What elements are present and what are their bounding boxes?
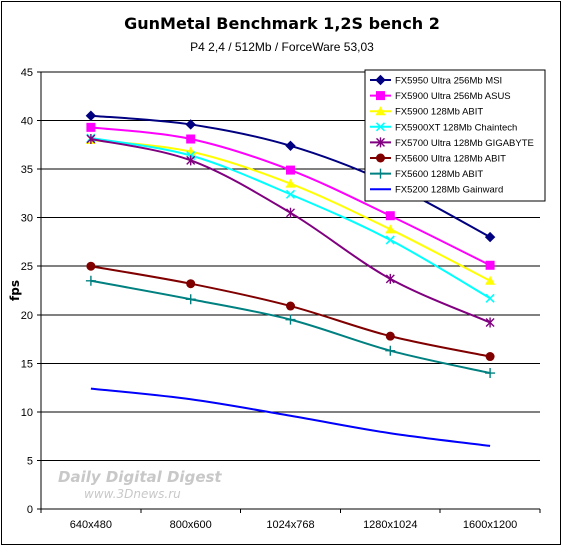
y-tick-labels: 0 5 10 15 20 25 30 35 40 45 [21,67,33,516]
data-point [485,275,496,285]
legend-marker [375,168,386,179]
axes [37,71,541,513]
data-point [86,261,96,271]
y-tick-label: 10 [21,407,33,419]
legend-label: FX5900XT 128Mb Chaintech [395,122,517,133]
y-tick-label: 20 [21,310,33,322]
legend-label: FX5900 Ultra 256Mb ASUS [395,91,511,102]
legend-label: FX5600 128Mb ABIT [395,169,483,180]
y-tick-label: 35 [21,164,33,176]
data-point [485,352,495,362]
legend-entry: FX5600 128Mb ABIT [370,168,483,180]
data-point [86,134,96,145]
y-tick-label: 15 [21,358,33,370]
data-point [286,165,295,175]
y-axis-label: fps [8,280,22,301]
series-6 [86,261,495,362]
x-tick-label: 640x480 [70,519,112,531]
watermark-line-1: Daily Digital Digest [58,468,222,486]
legend-label: FX5700 Ultra 128Mb GIGABYTE [395,138,534,149]
data-point [86,122,96,132]
x-tick-label: 1600x1200 [463,519,517,531]
series-line [90,387,491,447]
y-tick-label: 25 [21,261,33,273]
series-7 [85,275,496,379]
data-point [285,178,296,188]
legend-label: FX5600 Ultra 128Mb ABIT [395,154,506,165]
data-point [186,279,196,289]
legend-box [364,69,546,202]
data-point [385,211,395,221]
y-tick-label: 5 [27,455,33,467]
data-point [385,331,395,341]
data-point [285,189,296,199]
legend-entry: FX5200 128Mb Gainward [370,185,503,196]
data-point [385,224,396,234]
data-point [385,273,395,284]
legend-entry: FX5900 Ultra 256Mb ASUS [370,91,511,102]
y-tick-label: 45 [21,67,33,79]
series-8 [90,387,491,447]
data-point [286,207,295,218]
y-tick-label: 0 [27,504,33,516]
legend-label: FX5950 Ultra 256Mb MSI [395,76,502,87]
x-tick-label: 800x600 [170,519,212,531]
data-point [185,119,196,130]
series-line [90,265,491,358]
legend-marker [376,137,385,148]
legend-entry: FX5900XT 128Mb Chaintech [370,122,517,133]
x-tick-label: 1280x1024 [363,519,417,531]
data-point [85,275,96,286]
y-tick-label: 30 [21,213,33,225]
legend-label: FX5900 128Mb ABIT [395,107,483,118]
y-tick-label: 40 [21,116,33,128]
legend-entry: FX5600 Ultra 128Mb ABIT [370,153,506,165]
legend-label: FX5200 128Mb Gainward [395,185,503,196]
data-point [185,294,196,305]
data-point [485,293,495,303]
watermark-line-2: www.3Dnews.ru [84,487,181,501]
legend-marker [375,74,386,86]
chart-subtitle: P4 2,4 / 512Mb / ForceWare 53,03 [190,40,374,54]
data-point [186,155,196,166]
legend-entry: FX5900 128Mb ABIT [370,106,483,118]
data-point [285,140,296,152]
legend: FX5950 Ultra 256Mb MSI FX5900 Ultra 256Mb… [364,69,546,202]
data-point [285,314,296,325]
series-5 [86,134,495,328]
data-point [485,368,496,379]
data-point [385,345,396,356]
data-point [186,134,196,144]
data-point [485,260,495,270]
legend-entry: FX5950 Ultra 256Mb MSI [370,74,502,87]
data-point [85,110,97,121]
legend-marker [375,122,386,132]
data-point [385,235,395,245]
series-line [90,279,491,375]
data-point [484,231,496,243]
data-point [286,301,295,311]
legend-marker [376,91,385,101]
x-tick-label: 1024x768 [266,519,314,531]
legend-entry: FX5700 Ultra 128Mb GIGABYTE [370,137,534,149]
series-2 [86,122,495,270]
legend-marker [376,153,385,163]
chart-title: GunMetal Benchmark 1,2S bench 2 [124,14,440,33]
data-point [485,317,495,328]
legend-marker [375,106,386,116]
x-tick-labels: 640x480 800x600 1024x768 1280x1024 1600x1200 [70,519,518,531]
